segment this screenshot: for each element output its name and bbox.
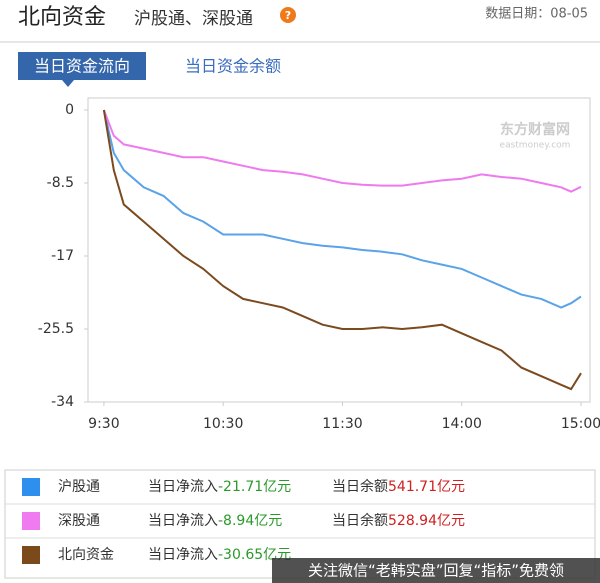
legend-inflow: 当日净流入-21.71亿元: [148, 479, 291, 495]
text-part: 541.71: [388, 479, 437, 495]
x-tick-label: 9:30: [88, 416, 119, 432]
y-tick-label: -34: [51, 394, 74, 410]
legend-balance: 当日余额541.71亿元: [332, 478, 465, 495]
tab-pointer: [62, 80, 74, 87]
logo-sub: eastmoney.com: [500, 141, 571, 151]
text-part: 当日净流入: [148, 479, 218, 495]
tab-label[interactable]: 当日资金余额: [185, 57, 281, 76]
title: 北向资金: [18, 5, 106, 30]
plot: 0 -8.5 -17 -25.5 -34 9:30 10:30 11:30 14:00 15:00: [38, 102, 600, 432]
text-part: -8.94: [218, 513, 254, 529]
legend-name: 北向资金: [58, 547, 114, 563]
legend-balance: 当日余额528.94亿元: [332, 512, 465, 529]
logo: 东方财富网: [500, 121, 570, 138]
text-part: 528.94: [388, 513, 437, 529]
help-icon-text: ?: [285, 9, 291, 22]
text-part: 当日余额: [332, 478, 388, 495]
legend-inflow: 当日净流入-8.94亿元: [148, 513, 282, 529]
text-part: 亿元: [254, 513, 282, 529]
legend-swatch: [22, 546, 40, 564]
y-tick-label: 0: [65, 102, 74, 118]
help-icon[interactable]: [280, 7, 296, 23]
tab-active[interactable]: [18, 52, 146, 80]
watermark: 关注微信“老韩实盘”回复“指标”免费领: [308, 562, 564, 580]
tab-label[interactable]: 当日资金流向: [34, 57, 130, 76]
plot-frame: [87, 97, 591, 403]
text-part: 当日余额: [332, 512, 388, 529]
legend-swatch: [22, 478, 40, 496]
text-part: -21.71: [218, 479, 263, 495]
x-tick-label: 11:30: [322, 416, 362, 432]
y-tick-label: -8.5: [47, 175, 74, 191]
y-tick-label: -17: [51, 248, 74, 264]
series-line: [102, 109, 582, 193]
series-line: [102, 109, 582, 391]
series-line: [102, 109, 582, 309]
subtitle: 沪股通、深股通: [134, 9, 253, 29]
x-tick-label: 15:00: [561, 416, 600, 432]
text-part: 亿元: [263, 479, 291, 495]
x-tick-label: 10:30: [203, 416, 243, 432]
legend-name: 沪股通: [58, 479, 100, 495]
text-part: 当日净流入: [148, 513, 218, 529]
text-part: 亿元: [437, 479, 465, 495]
x-tick-label: 14:00: [442, 416, 482, 432]
legend-inflow: 当日净流入-30.65亿元: [148, 547, 291, 563]
text-part: 亿元: [437, 513, 465, 529]
text-part: -30.65: [218, 547, 263, 563]
text-part: 当日净流入: [148, 547, 218, 563]
date: 数据日期：08-05: [485, 7, 588, 22]
y-tick-label: -25.5: [38, 321, 74, 337]
legend-swatch: [22, 512, 40, 530]
watermark-bg: [272, 558, 600, 583]
legend-name: 深股通: [58, 513, 100, 529]
